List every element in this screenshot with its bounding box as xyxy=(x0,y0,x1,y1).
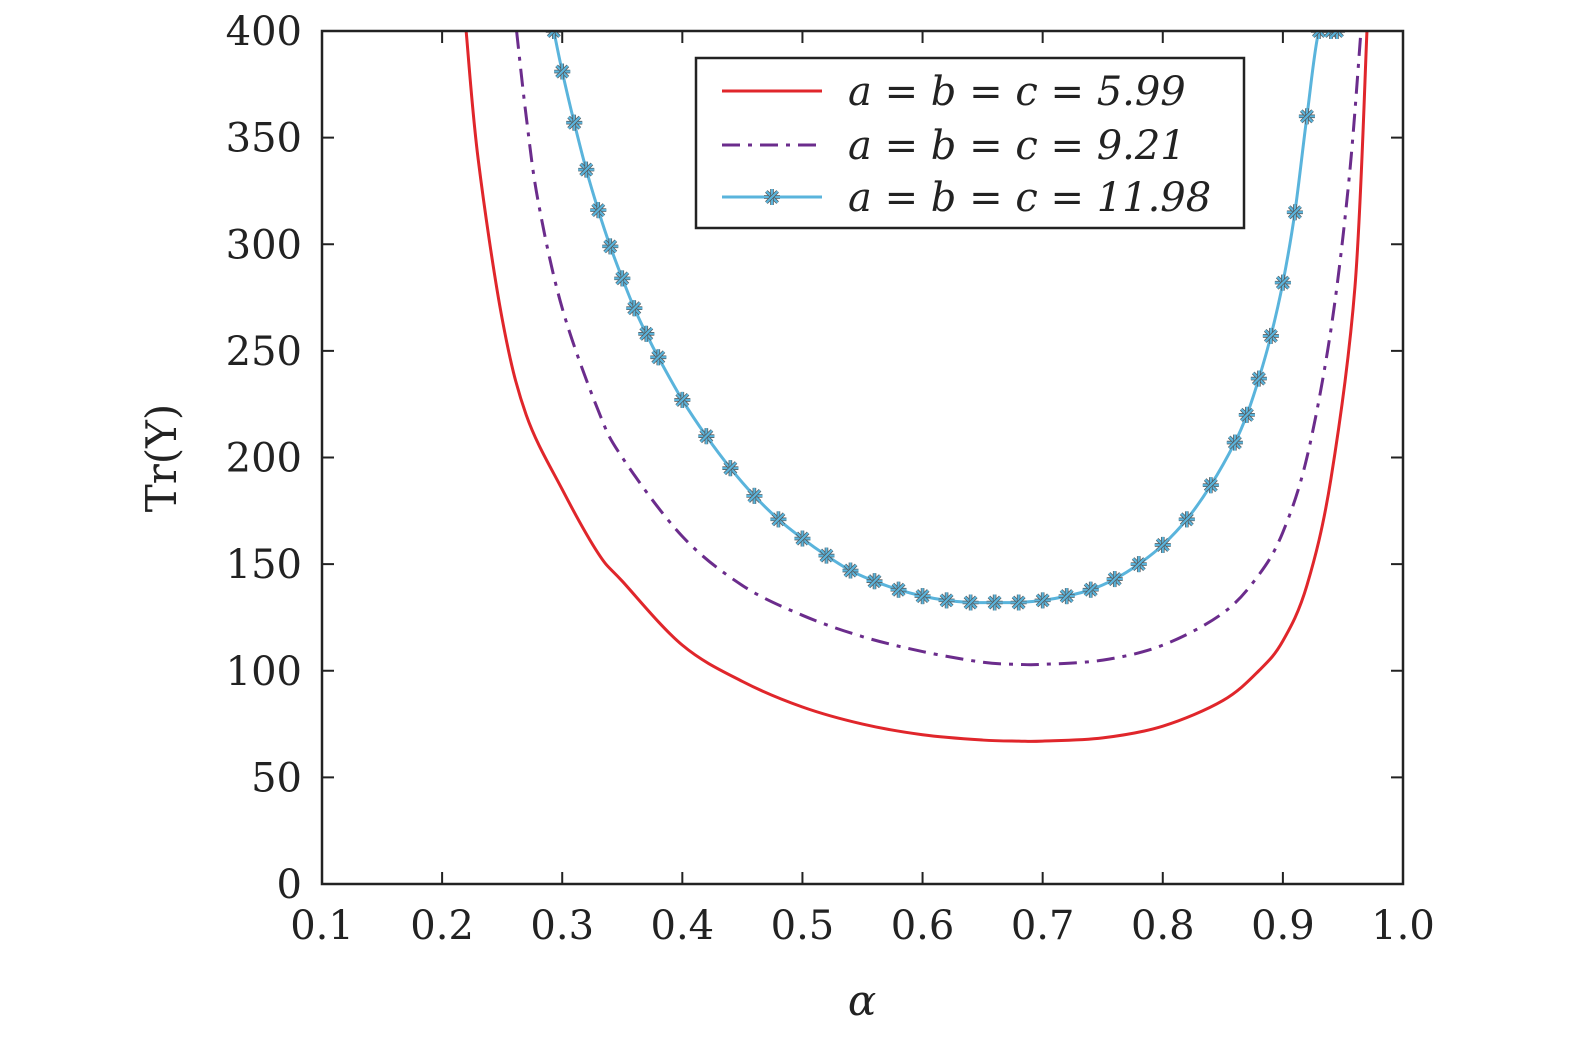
series-line-1 xyxy=(464,31,1369,743)
series-3-point xyxy=(746,487,763,504)
y-tick-label: 400 xyxy=(226,9,302,55)
series-3-point xyxy=(1226,434,1243,451)
series-3-point xyxy=(794,530,811,547)
series-3-point xyxy=(1328,31,1345,39)
series-3-point xyxy=(986,594,1003,611)
y-tick-label: 300 xyxy=(226,222,302,268)
series-3-point xyxy=(1010,594,1027,611)
series-3-point xyxy=(566,114,583,131)
x-tick-label: 0.2 xyxy=(410,903,474,949)
x-axis-label: α xyxy=(848,976,876,1025)
series-3-point xyxy=(1238,406,1255,423)
series-3-point xyxy=(1298,108,1315,125)
legend-label-3: a = b = c = 11.98 xyxy=(848,175,1211,221)
x-tick-label: 0.3 xyxy=(530,903,594,949)
series-3-point xyxy=(1178,511,1195,528)
legend-box xyxy=(694,56,1246,230)
series-3-point xyxy=(890,581,907,598)
ticks-layer: 0.1 0.2 0.3 0.4 0.5 0.6 0.7 0.8 0.9 1.0 0 50 100 150 2… xyxy=(226,9,1435,949)
y-tick-label: 150 xyxy=(226,542,302,588)
series-3-point xyxy=(962,594,979,611)
series-3-point xyxy=(638,325,655,342)
legend-marker-3 xyxy=(764,189,780,205)
series-3-point xyxy=(674,391,691,408)
series-3-point xyxy=(1262,327,1279,344)
series-3-point xyxy=(1106,571,1123,588)
series-3-point xyxy=(842,562,859,579)
series-3-point xyxy=(1154,536,1171,553)
x-tick-label: 0.9 xyxy=(1251,903,1315,949)
series-3-point xyxy=(614,270,631,287)
series-3-point xyxy=(722,460,739,477)
series-3-point xyxy=(938,592,955,609)
legend-label-2: a = b = c = 9.21 xyxy=(848,123,1186,169)
legend: a = b = c = 5.99 a = b = c = 9.21 a = b = … xyxy=(694,56,1246,230)
x-tick-label: 0.8 xyxy=(1131,903,1195,949)
series-layer xyxy=(464,31,1369,743)
series-3-point xyxy=(554,63,571,80)
series-3-point xyxy=(650,349,667,366)
y-tick-label: 200 xyxy=(226,436,302,482)
x-tick-label: 1.0 xyxy=(1371,903,1435,949)
y-tick-label: 50 xyxy=(251,755,302,801)
y-axis-label: Tr(Y) xyxy=(137,404,186,513)
series-3-point xyxy=(1202,477,1219,494)
plot-frame xyxy=(320,29,1405,886)
series-3-point xyxy=(770,511,787,528)
series-3-point xyxy=(698,428,715,445)
series-3-point xyxy=(1310,31,1327,39)
series-3-point xyxy=(626,300,643,317)
y-tick-label: 0 xyxy=(277,862,302,908)
series-3-point xyxy=(545,31,562,39)
series-3-point xyxy=(1250,370,1267,387)
y-tick-label: 250 xyxy=(226,329,302,375)
series-3-point xyxy=(602,238,619,255)
y-tick-label: 350 xyxy=(226,116,302,162)
x-tick-label: 0.5 xyxy=(771,903,835,949)
x-tick-label: 0.4 xyxy=(651,903,715,949)
y-tick-label: 100 xyxy=(226,649,302,695)
series-3-point xyxy=(1130,556,1147,573)
series-3-point xyxy=(578,161,595,178)
series-3-point xyxy=(1034,592,1051,609)
series-3-point xyxy=(1286,204,1303,221)
legend-label-1: a = b = c = 5.99 xyxy=(848,69,1186,115)
series-3-point xyxy=(866,573,883,590)
series-3-point xyxy=(1274,274,1291,291)
x-tick-label: 0.6 xyxy=(891,903,955,949)
series-3-point xyxy=(590,202,607,219)
series-3-point xyxy=(914,588,931,605)
x-tick-label: 0.7 xyxy=(1011,903,1075,949)
series-3-point xyxy=(1082,581,1099,598)
series-line-2 xyxy=(515,31,1363,667)
x-tick-label: 0.1 xyxy=(290,903,354,949)
series-3-point xyxy=(818,547,835,564)
series-3-point xyxy=(1058,588,1075,605)
